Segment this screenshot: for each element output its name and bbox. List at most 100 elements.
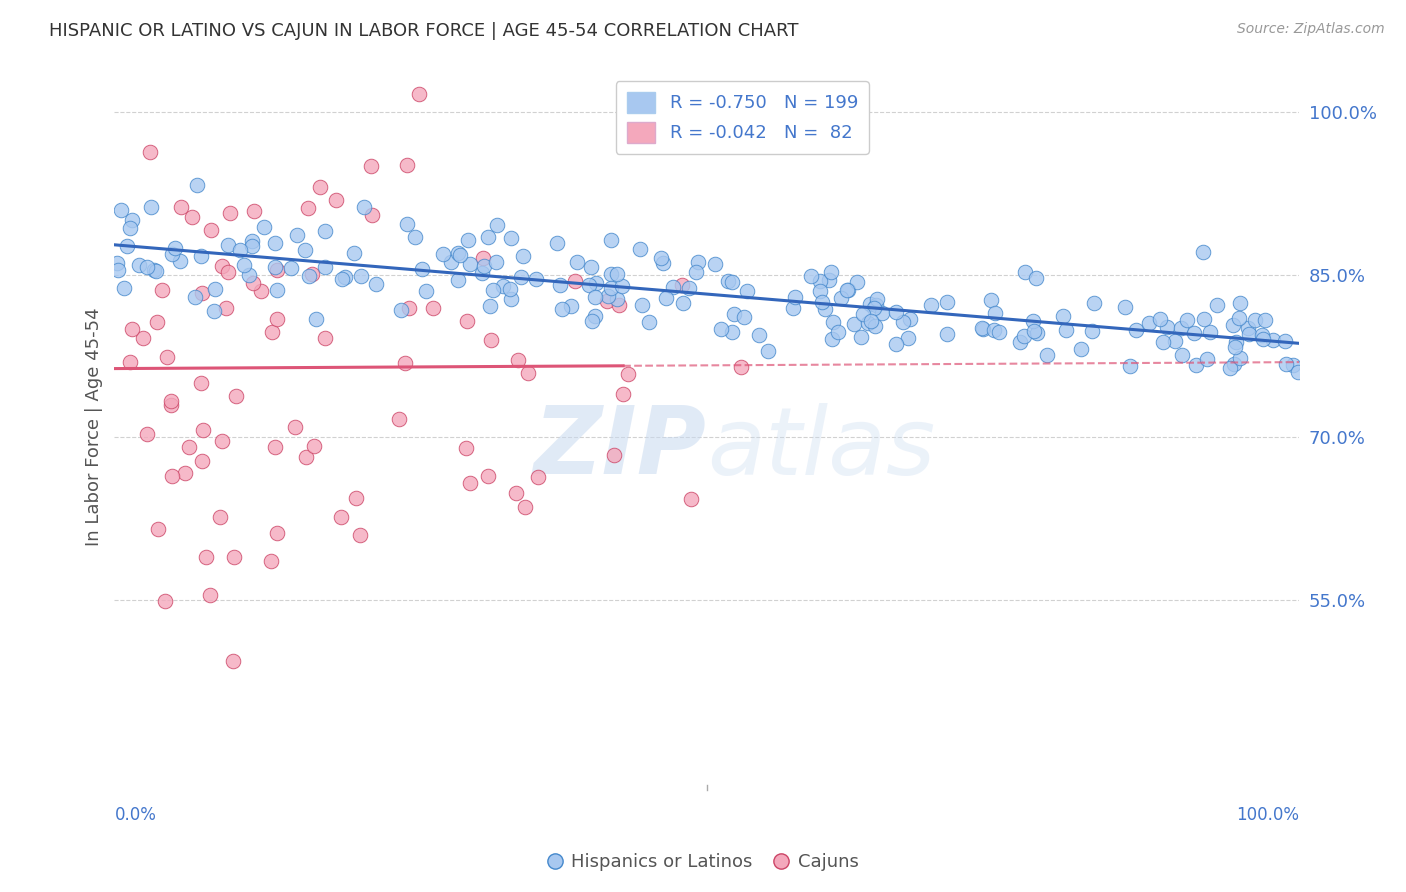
Point [215, 301, 238, 315]
Point [972, 321, 994, 335]
Point [211, 259, 233, 273]
Point [174, 466, 197, 480]
Point [238, 268, 260, 283]
Point [472, 251, 495, 265]
Point [395, 158, 418, 172]
Point [131, 330, 153, 344]
Point [330, 510, 353, 524]
Point [818, 272, 841, 286]
Point [1081, 325, 1104, 339]
Point [560, 299, 582, 313]
Point [811, 295, 834, 310]
Point [491, 279, 513, 293]
Point [422, 301, 444, 315]
Point [146, 316, 169, 330]
Point [1254, 313, 1277, 327]
Text: 100.0%: 100.0% [1236, 806, 1299, 824]
Point [349, 528, 371, 542]
Point [1222, 318, 1244, 332]
Point [136, 260, 159, 274]
Point [1206, 298, 1229, 312]
Point [1263, 334, 1285, 348]
Point [229, 243, 252, 257]
Point [325, 193, 347, 207]
Point [606, 292, 628, 306]
Point [870, 306, 893, 320]
Point [1170, 321, 1192, 335]
Point [120, 221, 142, 235]
Point [1251, 332, 1274, 346]
Point [200, 223, 222, 237]
Point [110, 202, 132, 217]
Point [1219, 361, 1241, 376]
Point [710, 322, 733, 336]
Point [253, 219, 276, 234]
Point [163, 241, 186, 255]
Point [294, 244, 316, 258]
Point [115, 238, 138, 252]
Point [146, 522, 169, 536]
Point [583, 290, 606, 304]
Point [585, 276, 607, 290]
Point [984, 306, 1007, 320]
Point [415, 284, 437, 298]
Text: ZIP: ZIP [534, 402, 707, 494]
Legend: Hispanics or Latinos, Cajuns: Hispanics or Latinos, Cajuns [540, 847, 866, 879]
Point [830, 291, 852, 305]
Point [735, 284, 758, 298]
Point [612, 279, 634, 293]
Point [314, 224, 336, 238]
Point [474, 260, 496, 274]
Point [1274, 334, 1296, 348]
Point [170, 200, 193, 214]
Point [936, 294, 959, 309]
Point [143, 263, 166, 277]
Point [581, 260, 603, 274]
Point [298, 269, 321, 284]
Point [1125, 323, 1147, 337]
Point [395, 217, 418, 231]
Point [479, 333, 502, 347]
Point [120, 355, 142, 369]
Point [1274, 357, 1296, 371]
Point [1114, 300, 1136, 314]
Point [1025, 271, 1047, 285]
Point [201, 33, 224, 47]
Point [330, 272, 353, 286]
Point [360, 159, 382, 173]
Point [1163, 334, 1185, 348]
Point [678, 281, 700, 295]
Point [681, 491, 703, 506]
Point [1227, 310, 1250, 325]
Point [191, 285, 214, 300]
Point [314, 260, 336, 274]
Point [1054, 323, 1077, 337]
Point [827, 325, 849, 339]
Point [800, 269, 823, 284]
Point [884, 336, 907, 351]
Point [262, 325, 284, 339]
Point [1119, 359, 1142, 373]
Point [105, 256, 128, 270]
Point [485, 255, 508, 269]
Point [217, 265, 239, 279]
Point [309, 179, 332, 194]
Point [782, 301, 804, 315]
Point [655, 292, 678, 306]
Point [266, 525, 288, 540]
Point [1229, 351, 1251, 366]
Point [661, 280, 683, 294]
Point [564, 274, 586, 288]
Point [548, 278, 571, 293]
Point [190, 376, 212, 391]
Point [204, 282, 226, 296]
Point [112, 281, 135, 295]
Point [863, 318, 886, 333]
Point [628, 242, 651, 256]
Point [837, 283, 859, 297]
Point [408, 87, 430, 101]
Point [350, 268, 373, 283]
Point [650, 251, 672, 265]
Point [721, 325, 744, 339]
Point [458, 257, 481, 271]
